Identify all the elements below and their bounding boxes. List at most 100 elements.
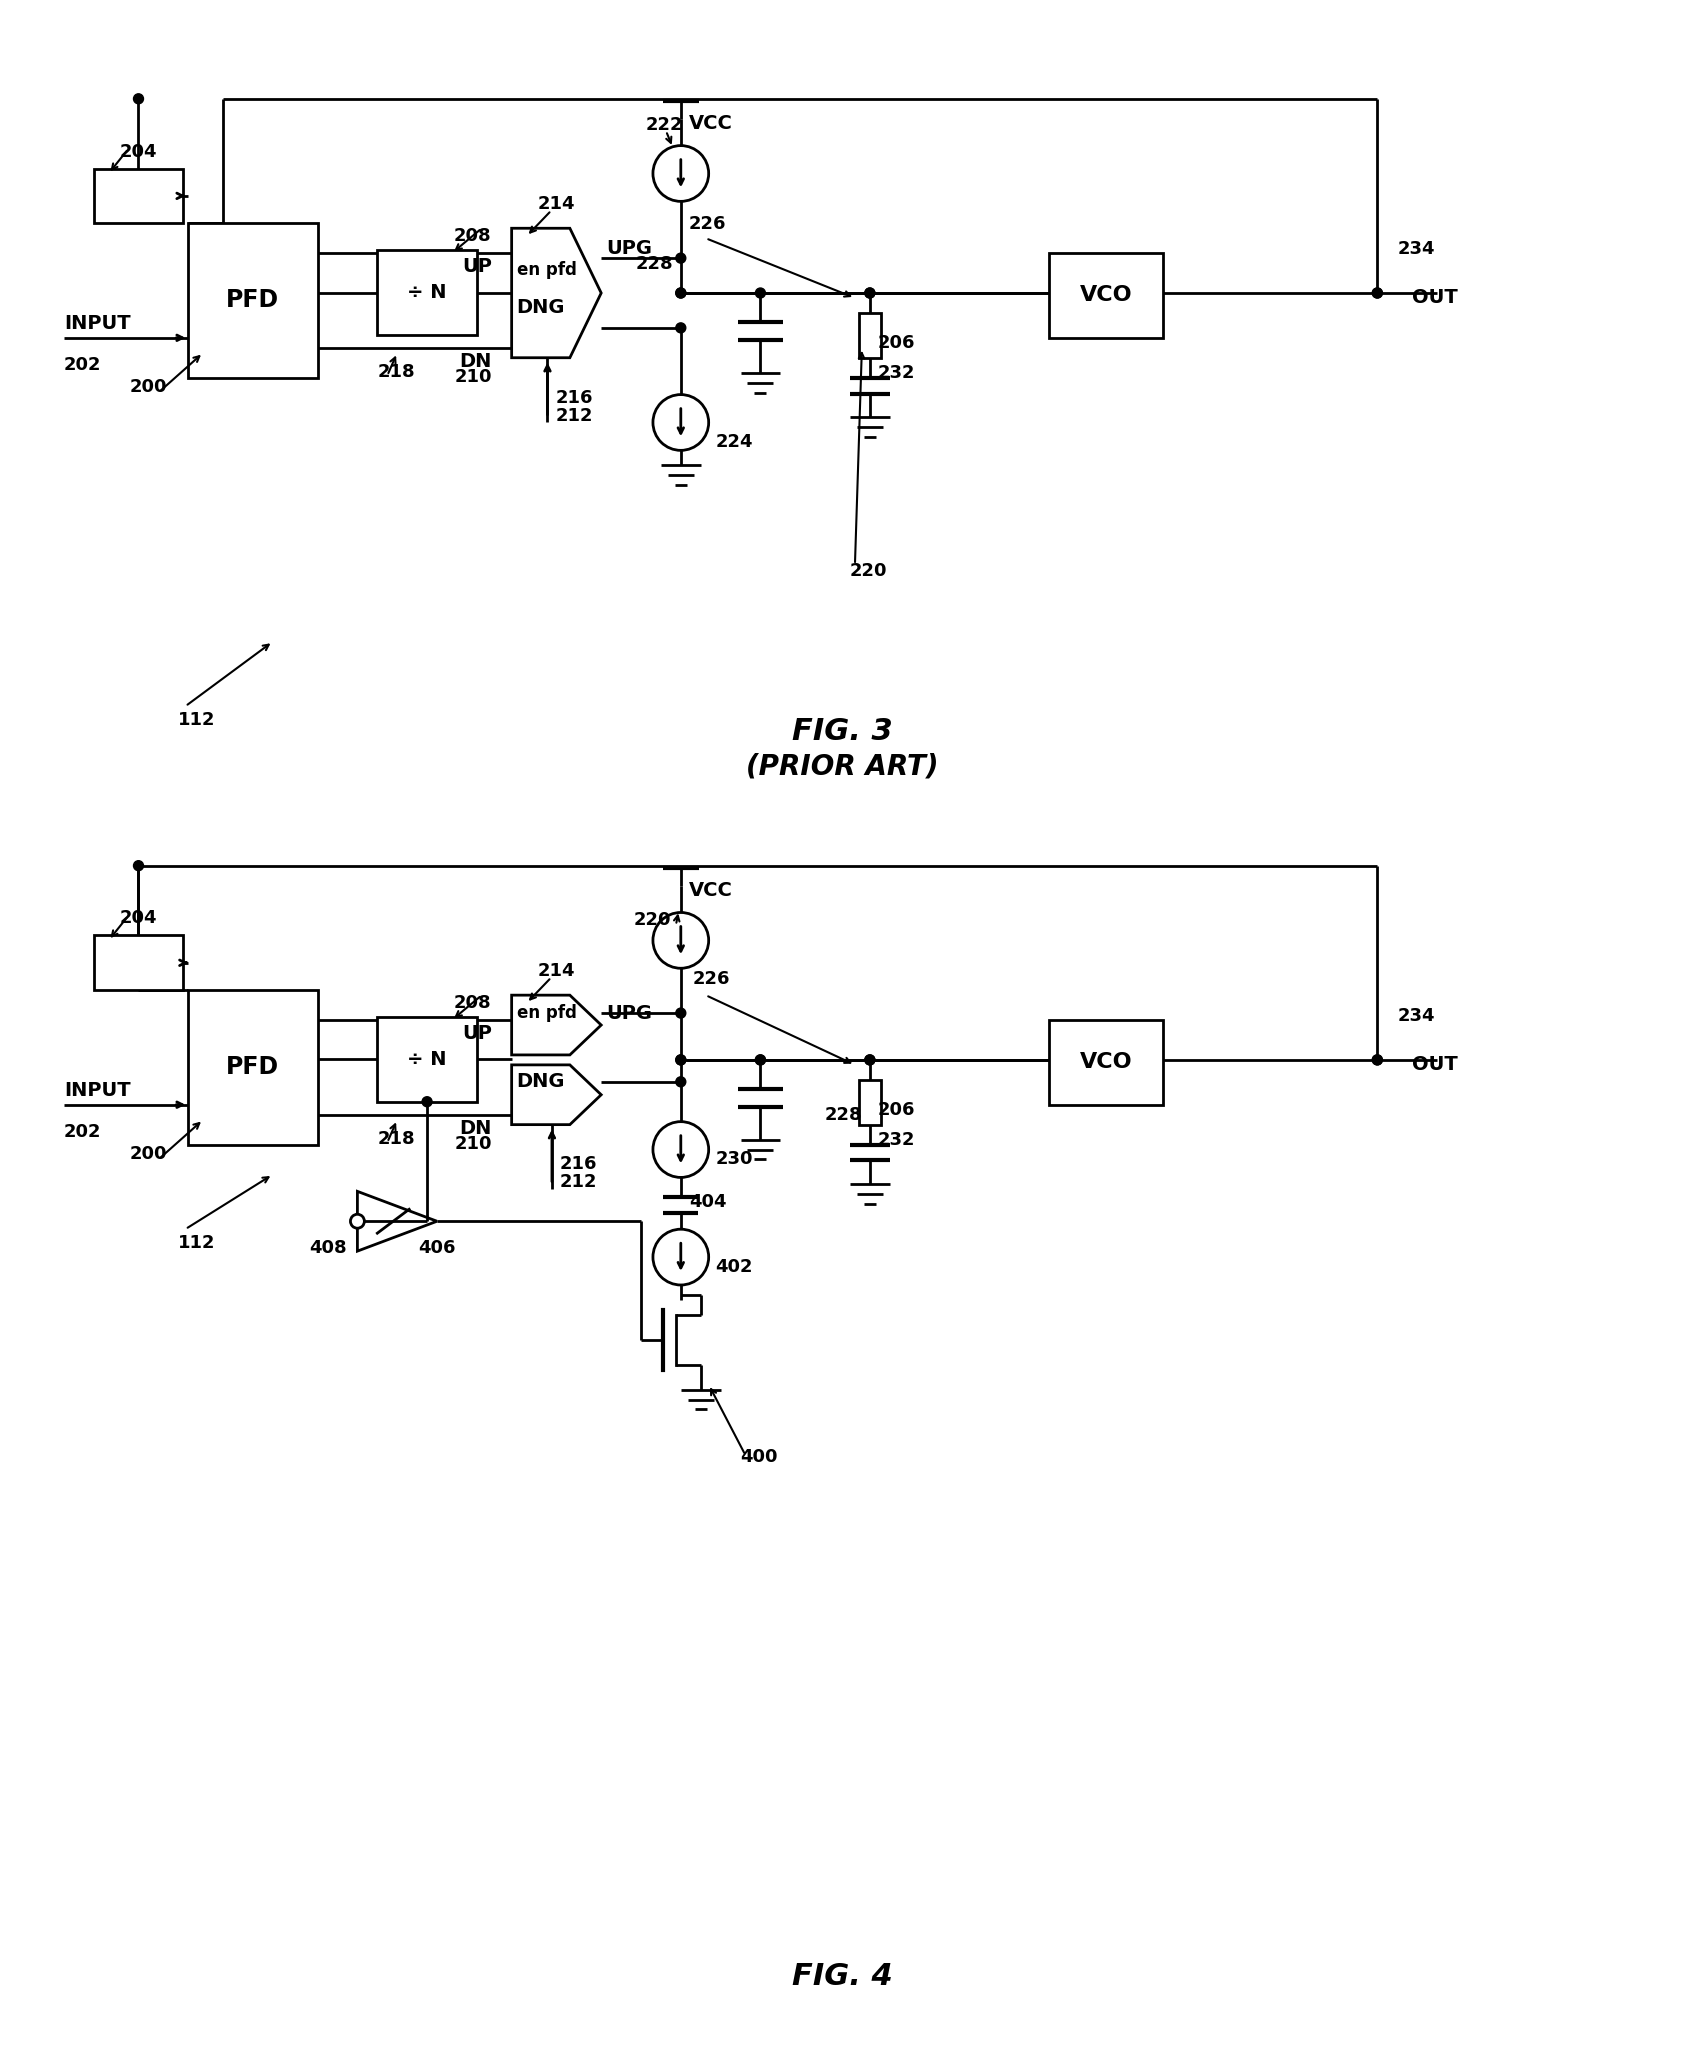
Text: en pfd: en pfd: [517, 261, 576, 279]
Circle shape: [1372, 1055, 1383, 1065]
Text: 214: 214: [537, 194, 576, 213]
Text: 204: 204: [120, 910, 157, 926]
Text: OUT: OUT: [1413, 287, 1458, 308]
Circle shape: [1372, 1055, 1383, 1065]
Text: 200: 200: [130, 378, 167, 395]
Text: PFD: PFD: [226, 1055, 280, 1079]
Text: DN: DN: [460, 352, 492, 370]
Text: 210: 210: [455, 368, 492, 387]
Text: 212: 212: [559, 1173, 598, 1191]
Text: 234: 234: [1398, 240, 1435, 258]
Bar: [94, 935, 184, 991]
Text: 210: 210: [455, 1135, 492, 1152]
Text: UP: UP: [461, 1024, 492, 1042]
Text: 400: 400: [741, 1448, 778, 1466]
Text: (PRIOR ART): (PRIOR ART): [746, 753, 938, 780]
Circle shape: [675, 1055, 685, 1065]
Text: 206: 206: [877, 1100, 916, 1119]
Text: DN: DN: [460, 1119, 492, 1137]
Text: en pfd: en pfd: [517, 1005, 576, 1022]
Text: 200: 200: [130, 1144, 167, 1162]
Circle shape: [350, 1214, 364, 1228]
Text: 208: 208: [455, 227, 492, 246]
Text: UPG: UPG: [606, 1003, 652, 1022]
Text: 212: 212: [556, 407, 593, 424]
Text: INPUT: INPUT: [64, 1082, 130, 1100]
Bar: [1049, 1020, 1164, 1104]
Text: 112: 112: [179, 711, 216, 730]
Text: 234: 234: [1398, 1007, 1435, 1026]
Text: DNG: DNG: [517, 298, 566, 316]
Circle shape: [133, 93, 143, 103]
Circle shape: [675, 323, 685, 333]
Text: 216: 216: [559, 1156, 598, 1173]
Text: VCC: VCC: [689, 114, 733, 132]
Text: 112: 112: [179, 1235, 216, 1253]
Text: 202: 202: [64, 356, 101, 374]
Bar: [377, 250, 477, 335]
Text: 408: 408: [308, 1239, 347, 1257]
Bar: [189, 223, 318, 378]
Circle shape: [756, 1055, 766, 1065]
Bar: [189, 991, 318, 1144]
Text: 402: 402: [716, 1257, 753, 1276]
Bar: [377, 1017, 477, 1102]
Text: 228: 228: [637, 254, 674, 273]
Text: FIG. 4: FIG. 4: [791, 1963, 893, 1991]
Text: UPG: UPG: [606, 238, 652, 258]
Text: DNG: DNG: [517, 1073, 566, 1092]
Text: 218: 218: [377, 362, 414, 381]
Text: VCO: VCO: [1079, 285, 1133, 306]
Text: 222: 222: [647, 116, 684, 134]
Circle shape: [653, 1121, 709, 1177]
Text: 214: 214: [537, 962, 576, 980]
Text: 226: 226: [692, 970, 731, 989]
Circle shape: [866, 287, 874, 298]
Text: 232: 232: [877, 1131, 916, 1148]
Text: PFD: PFD: [226, 287, 280, 312]
Circle shape: [675, 1077, 685, 1088]
Text: 206: 206: [877, 333, 916, 352]
Circle shape: [653, 1228, 709, 1284]
Text: ÷ N: ÷ N: [408, 1051, 446, 1069]
Text: VCC: VCC: [689, 881, 733, 900]
Circle shape: [653, 912, 709, 968]
Circle shape: [866, 1055, 874, 1065]
Bar: [1049, 252, 1164, 337]
Text: 226: 226: [689, 215, 726, 234]
Circle shape: [866, 287, 874, 298]
Circle shape: [675, 1007, 685, 1017]
Bar: [859, 1079, 881, 1125]
Text: 406: 406: [418, 1239, 456, 1257]
Text: 224: 224: [716, 434, 753, 451]
Text: VCO: VCO: [1079, 1053, 1133, 1073]
Circle shape: [653, 395, 709, 451]
Text: 230: 230: [716, 1150, 753, 1168]
Circle shape: [423, 1096, 433, 1106]
Circle shape: [675, 287, 685, 298]
Text: 220: 220: [633, 912, 670, 929]
Bar: [859, 312, 881, 358]
Text: 404: 404: [689, 1193, 726, 1212]
Circle shape: [1372, 287, 1383, 298]
Text: 202: 202: [64, 1123, 101, 1142]
Text: INPUT: INPUT: [64, 314, 130, 333]
Circle shape: [866, 1055, 874, 1065]
Circle shape: [756, 287, 766, 298]
Text: 232: 232: [877, 364, 916, 383]
Text: 218: 218: [377, 1129, 414, 1148]
Circle shape: [675, 287, 685, 298]
Circle shape: [675, 1055, 685, 1065]
Circle shape: [1372, 287, 1383, 298]
Text: 216: 216: [556, 389, 593, 407]
Bar: [94, 168, 184, 223]
Circle shape: [133, 860, 143, 871]
Text: OUT: OUT: [1413, 1055, 1458, 1075]
Circle shape: [653, 145, 709, 201]
Text: 220: 220: [850, 562, 887, 579]
Text: 228: 228: [825, 1106, 862, 1123]
Text: 204: 204: [120, 143, 157, 161]
Text: 208: 208: [455, 995, 492, 1011]
Circle shape: [675, 252, 685, 263]
Text: FIG. 3: FIG. 3: [791, 718, 893, 747]
